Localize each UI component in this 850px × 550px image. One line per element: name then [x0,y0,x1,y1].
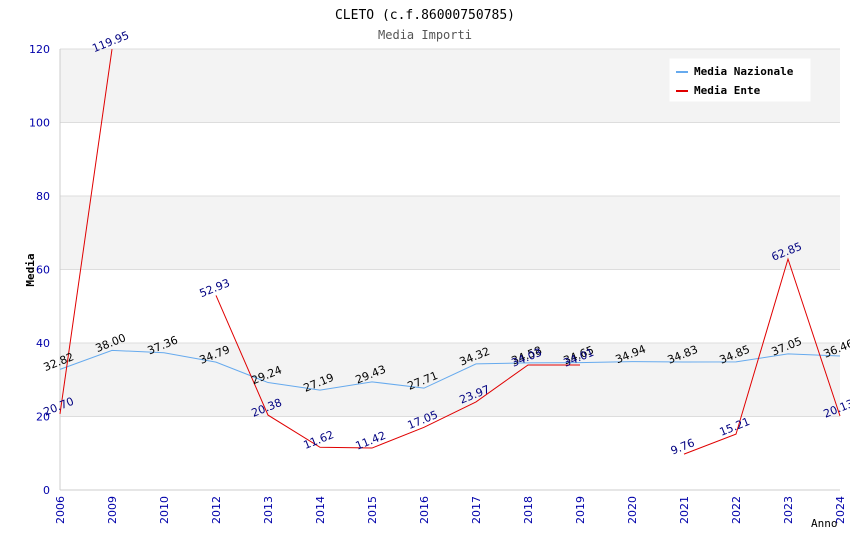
legend-label-media-nazionale: Media Nazionale [694,65,794,78]
x-tick-label: 2013 [262,496,275,524]
series-layer [59,49,841,455]
series-line-0 [59,349,841,391]
x-tick-label: 2015 [366,496,379,524]
chart-title: CLETO (c.f.86000750785) [335,8,515,23]
x-tick-label: 2014 [314,496,327,524]
series-line-1 [683,257,841,455]
x-axis-ticks: 2006 2009 2010 2012 2013 2014 2015 2016 2017 2018… [54,496,847,524]
plot-band [60,343,840,417]
y-axis-label: Media [24,253,37,286]
x-axis-label: Anno [811,517,838,530]
x-tick-label: 2010 [158,496,171,524]
plot-band [60,122,840,196]
plot-band [60,416,840,490]
y-tick-label: 100 [29,117,50,130]
y-tick-label: 60 [36,264,50,277]
axes [59,49,840,491]
x-tick-label: 2017 [470,496,483,524]
legend-box [669,58,811,102]
y-tick-label: 20 [36,411,50,424]
x-tick-label: 2024 [834,496,847,524]
x-tick-label: 2018 [522,496,535,524]
x-tick-label: 2020 [626,496,639,524]
chart-subtitle: Media Importi [378,28,472,42]
series-line-1 [215,295,581,449]
x-tick-label: 2023 [782,496,795,524]
y-tick-label: 80 [36,190,50,203]
plot-band [60,269,840,343]
x-tick-label: 2009 [106,496,119,524]
legend: Media Nazionale Media Ente [669,58,811,102]
x-tick-label: 2006 [54,496,67,524]
x-tick-label: 2019 [574,496,587,524]
x-tick-label: 2021 [678,496,691,524]
series-line-1 [59,49,113,414]
y-tick-label: 0 [43,484,50,497]
x-tick-label: 2016 [418,496,431,524]
x-tick-label: 2012 [210,496,223,524]
y-tick-label: 40 [36,337,50,350]
legend-label-media-ente: Media Ente [694,84,761,97]
plot-band [60,196,840,270]
x-tick-label: 2022 [730,496,743,524]
y-axis-ticks: 0 20 40 60 80 100 120 [29,43,50,497]
y-tick-label: 120 [29,43,50,56]
